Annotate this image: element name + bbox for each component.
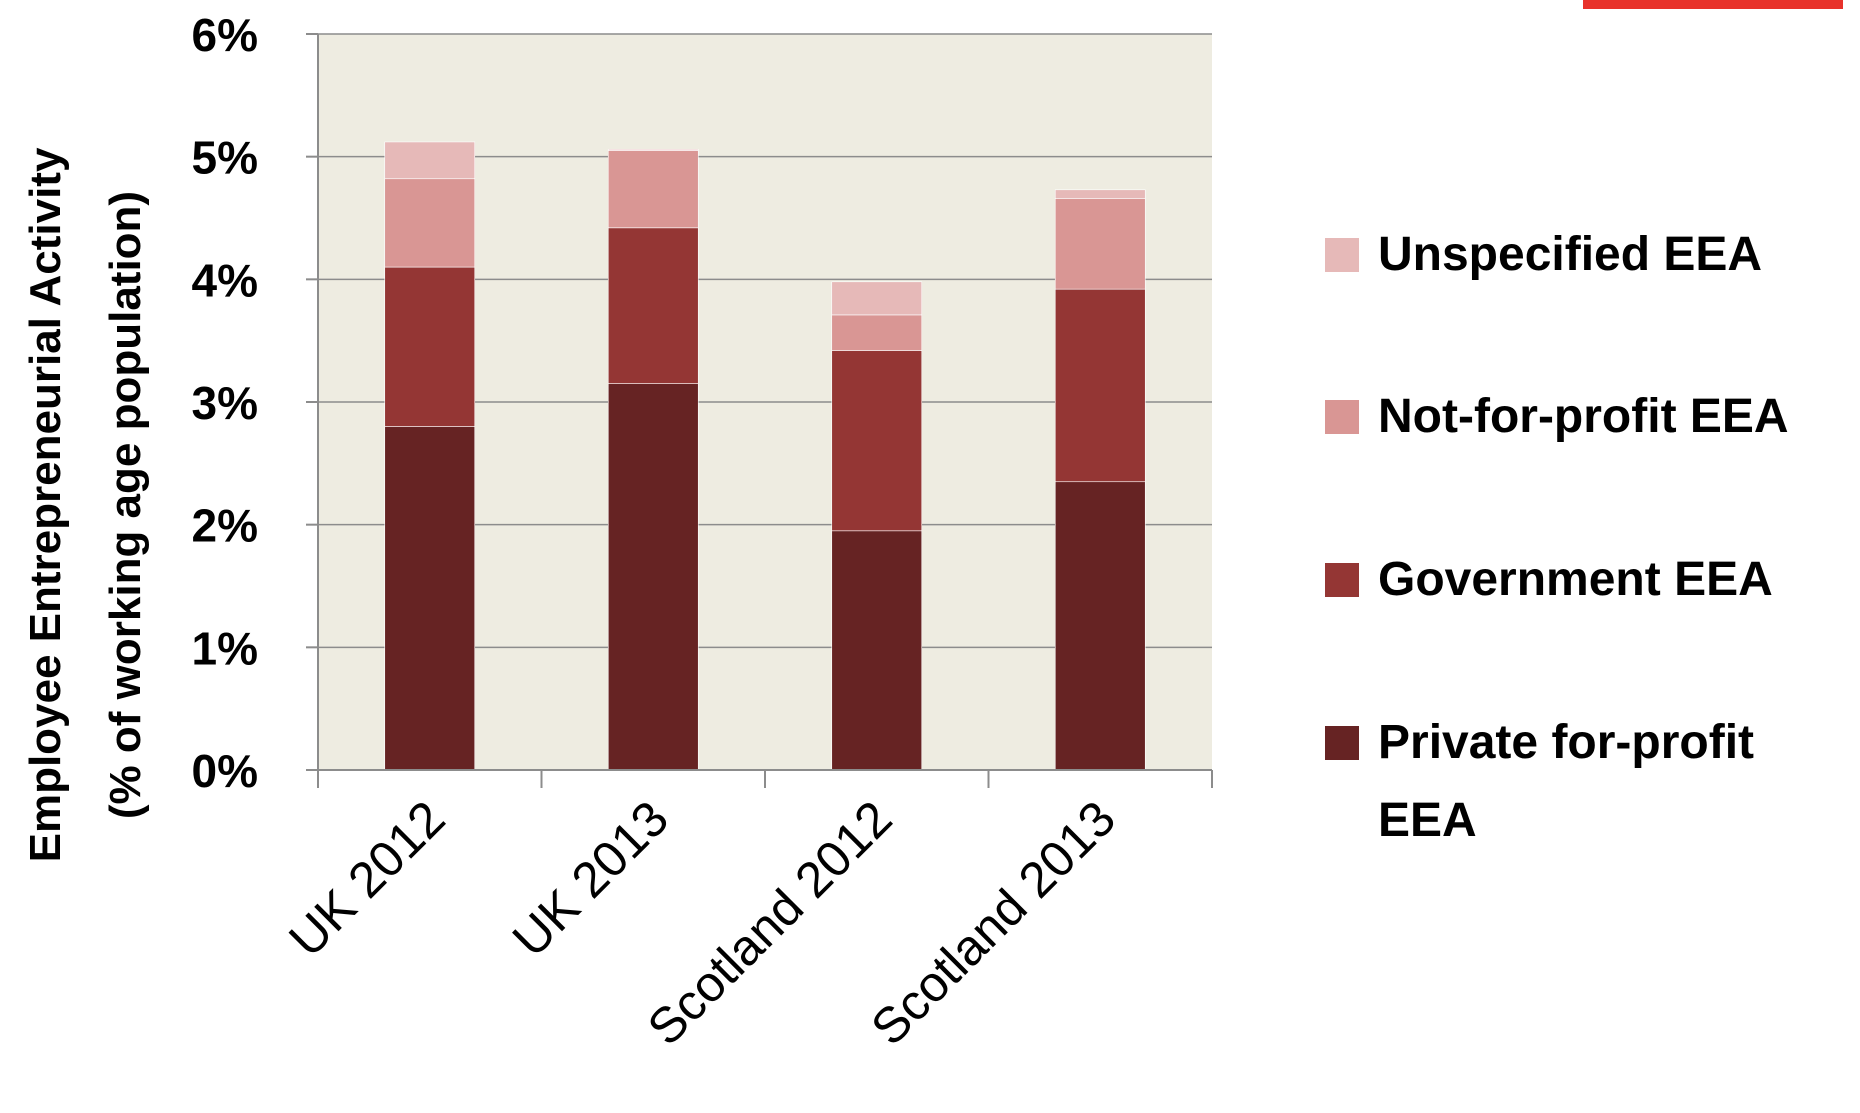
y-tick-label: 2% xyxy=(192,500,258,552)
y-tick-labels: 0% 1% 2% 3% 4% 5% 6% xyxy=(192,9,258,797)
y-tick-label: 3% xyxy=(192,377,258,429)
y-tick-label: 0% xyxy=(192,745,258,797)
x-tick-label: UK 2013 xyxy=(502,790,679,967)
bar-segment-scotland-2013-government-eea xyxy=(1054,288,1146,483)
legend-swatch xyxy=(1325,563,1359,597)
bar-segment-scotland-2012-private-for-profit-eea xyxy=(831,530,923,771)
bar-segment-uk-2013-not-for-profit-eea xyxy=(607,150,699,229)
bar-segment-scotland-2013-unspecified-eea xyxy=(1054,189,1146,199)
bar-segment-uk-2012-not-for-profit-eea xyxy=(384,178,476,268)
bar-segment-uk-2013-government-eea xyxy=(607,227,699,384)
legend-swatch xyxy=(1325,238,1359,272)
legend-label: Unspecified EEA xyxy=(1378,228,1762,281)
legend-swatch xyxy=(1325,400,1359,434)
bars xyxy=(384,141,1146,771)
y-tick-label: 4% xyxy=(192,254,258,306)
bar-segment-scotland-2012-not-for-profit-eea xyxy=(831,314,923,351)
axes xyxy=(306,33,1213,788)
y-tick-label: 6% xyxy=(192,9,258,61)
legend-label: Not-for-profit EEA xyxy=(1378,390,1789,443)
bar-segment-uk-2012-government-eea xyxy=(384,266,476,427)
bar-segment-scotland-2013-private-for-profit-eea xyxy=(1054,481,1146,771)
y-axis-label: Employee Entrepreneurial Activity (% of w… xyxy=(21,147,150,862)
top-accent-bar xyxy=(1583,0,1843,9)
x-tick-label: UK 2012 xyxy=(278,790,455,967)
bar-segment-scotland-2012-unspecified-eea xyxy=(831,281,923,316)
y-axis-label-line-2: (% of working age population) xyxy=(101,191,150,819)
y-tick-label: 1% xyxy=(192,622,258,674)
legend: Unspecified EEA Not-for-profit EEA Governm… xyxy=(1325,228,1789,847)
y-axis-label-line-1: Employee Entrepreneurial Activity xyxy=(21,147,70,862)
bar-segment-scotland-2012-government-eea xyxy=(831,350,923,532)
bar-segment-scotland-2013-not-for-profit-eea xyxy=(1054,198,1146,290)
legend-label: Private for-profit EEA xyxy=(1378,716,1754,847)
legend-label: Government EEA xyxy=(1378,553,1773,606)
y-tick-label: 5% xyxy=(192,132,258,184)
bar-segment-uk-2012-unspecified-eea xyxy=(384,141,476,180)
legend-swatch xyxy=(1325,726,1359,760)
bar-segment-uk-2013-unspecified-eea xyxy=(607,149,699,151)
bar-segment-uk-2013-private-for-profit-eea xyxy=(607,383,699,771)
bar-segment-uk-2012-private-for-profit-eea xyxy=(384,426,476,771)
